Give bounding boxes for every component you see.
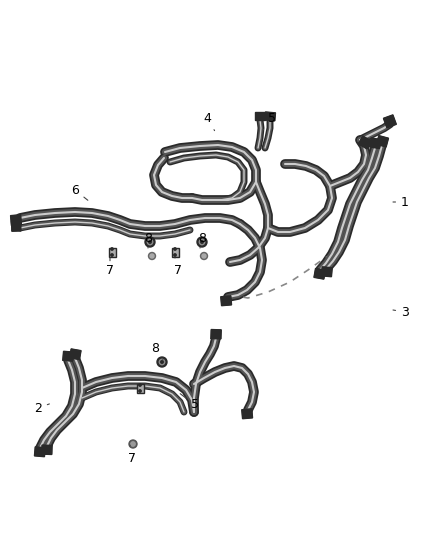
Circle shape — [149, 241, 151, 243]
Text: 2: 2 — [34, 401, 49, 415]
Circle shape — [139, 390, 141, 392]
Circle shape — [159, 359, 165, 365]
Circle shape — [201, 241, 203, 243]
Circle shape — [174, 254, 176, 256]
Text: 7: 7 — [106, 258, 114, 277]
Circle shape — [111, 254, 113, 256]
Polygon shape — [211, 329, 221, 339]
Polygon shape — [377, 135, 389, 147]
Circle shape — [199, 239, 205, 245]
Text: 6: 6 — [71, 183, 88, 200]
Polygon shape — [358, 136, 371, 149]
Circle shape — [148, 253, 155, 260]
Circle shape — [202, 254, 206, 258]
Circle shape — [131, 442, 135, 446]
Polygon shape — [63, 351, 74, 361]
Circle shape — [129, 440, 137, 448]
Text: 8: 8 — [151, 342, 163, 360]
Polygon shape — [370, 138, 381, 149]
Text: 8: 8 — [198, 231, 206, 248]
Text: 4: 4 — [203, 111, 215, 131]
Bar — [172, 247, 179, 256]
Bar — [109, 247, 116, 256]
Polygon shape — [35, 447, 45, 457]
Circle shape — [201, 253, 208, 260]
Circle shape — [145, 237, 155, 247]
Polygon shape — [11, 221, 21, 231]
Circle shape — [161, 361, 163, 364]
Text: 7: 7 — [174, 258, 182, 277]
Polygon shape — [384, 115, 396, 128]
Polygon shape — [11, 215, 21, 225]
Circle shape — [174, 248, 176, 250]
Polygon shape — [70, 349, 81, 360]
Circle shape — [139, 384, 141, 386]
Polygon shape — [242, 409, 253, 419]
Text: 7: 7 — [128, 445, 136, 464]
Text: 1: 1 — [393, 196, 409, 208]
Circle shape — [150, 254, 154, 258]
Polygon shape — [321, 267, 332, 277]
Polygon shape — [265, 112, 276, 121]
Text: 5: 5 — [263, 111, 276, 130]
Text: 8: 8 — [144, 231, 152, 248]
Polygon shape — [42, 445, 52, 455]
Polygon shape — [314, 269, 325, 279]
Bar — [137, 384, 144, 392]
Circle shape — [147, 239, 153, 245]
Polygon shape — [221, 296, 232, 306]
Circle shape — [157, 357, 167, 367]
Circle shape — [197, 237, 207, 247]
Circle shape — [111, 248, 113, 250]
Text: 3: 3 — [393, 305, 409, 319]
Polygon shape — [255, 112, 265, 120]
Text: 5: 5 — [180, 394, 199, 411]
